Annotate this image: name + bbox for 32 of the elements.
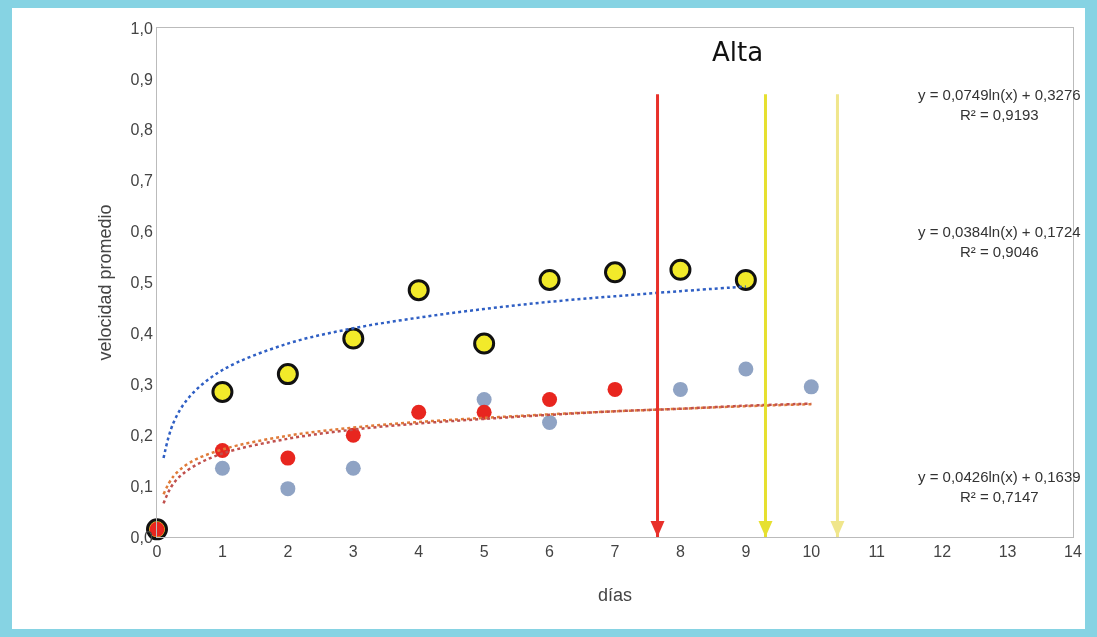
x-tick-label: 12 xyxy=(933,543,952,561)
y-tick-label: 0,7 xyxy=(130,172,153,190)
x-tick-label: 7 xyxy=(610,543,620,561)
x-tick-label: 5 xyxy=(479,543,489,561)
annotation: y = 0,0749ln(x) + 0,3276 R² = 0,9193 xyxy=(918,86,1081,123)
y-tick-label: 0,1 xyxy=(130,477,153,495)
y-tick-label: 0,8 xyxy=(130,121,153,139)
y-tick-label: 0,9 xyxy=(130,70,153,88)
x-tick-label: 6 xyxy=(545,543,555,561)
y-axis-title: velocidad promedio xyxy=(95,204,115,361)
x-tick-label: 8 xyxy=(675,543,685,561)
x-tick-label: 14 xyxy=(1064,543,1082,561)
y-tick-label: 0,4 xyxy=(130,325,153,342)
y-tick-label: 0,2 xyxy=(130,426,153,444)
y-tick-label: 1,0 xyxy=(130,19,153,37)
ref-line-label: Alta xyxy=(712,37,764,67)
x-tick-label: 13 xyxy=(998,543,1017,561)
y-tick-label: 0,0 xyxy=(130,528,153,546)
x-tick-label: 1 xyxy=(217,543,227,561)
y-tick-label: 0,5 xyxy=(130,274,153,292)
x-tick-label: 2 xyxy=(283,543,293,561)
y-tick-label: 0,6 xyxy=(130,223,153,241)
x-tick-label: 0 xyxy=(152,543,162,561)
x-tick-label: 9 xyxy=(741,543,751,561)
x-tick-label: 4 xyxy=(414,543,424,561)
x-tick-label: 3 xyxy=(348,543,358,561)
annotation: y = 0,0426ln(x) + 0,1639 R² = 0,7147 xyxy=(918,468,1081,505)
x-axis-title: días xyxy=(597,585,633,605)
y-tick-label: 0,3 xyxy=(130,375,153,393)
x-tick-label: 10 xyxy=(802,543,821,561)
annotation: y = 0,0384ln(x) + 0,1724 R² = 0,9046 xyxy=(918,223,1081,260)
x-tick-label: 11 xyxy=(868,543,886,561)
